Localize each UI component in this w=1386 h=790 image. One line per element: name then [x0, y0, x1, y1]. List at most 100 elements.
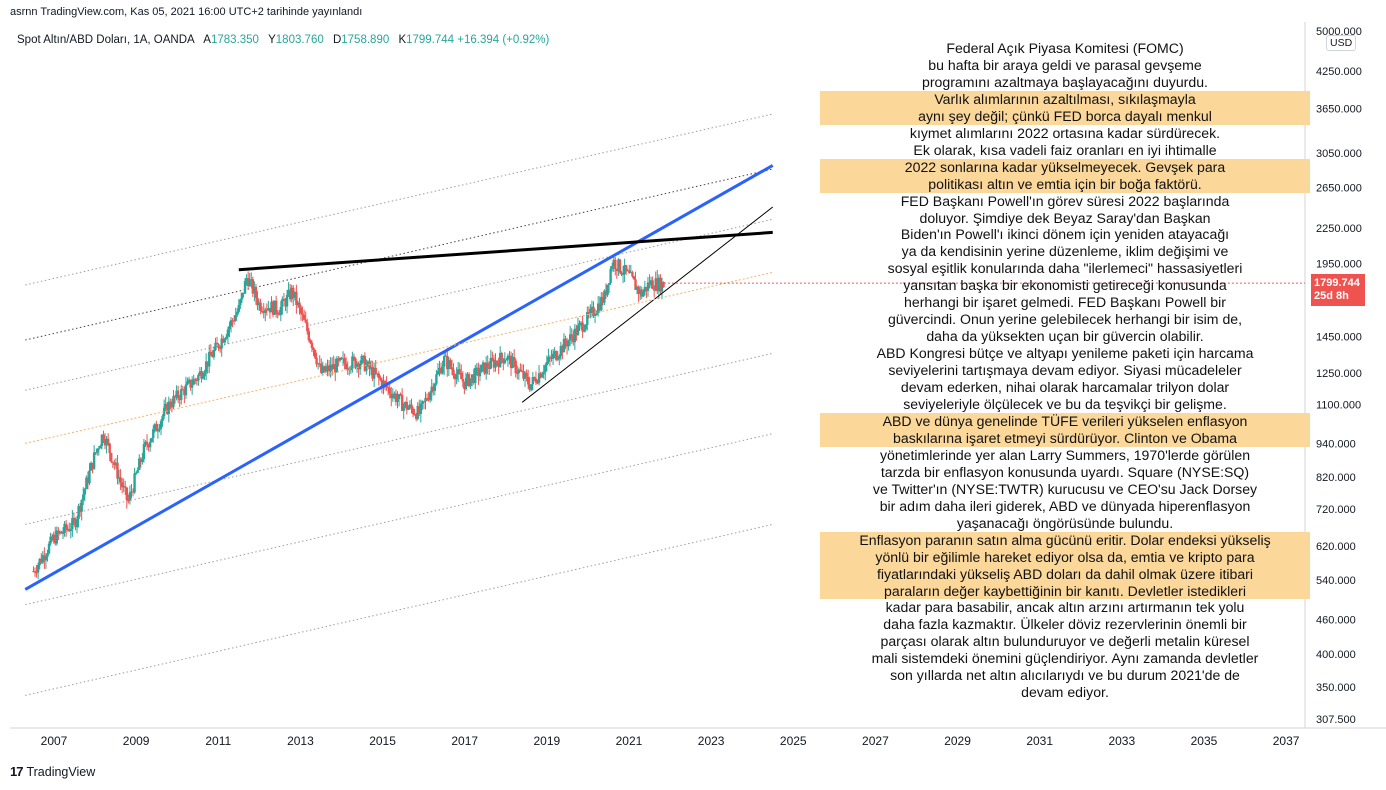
candle-body	[33, 571, 37, 573]
candle-body	[257, 302, 261, 306]
candle-body	[124, 486, 127, 488]
paragraph: FED Başkanı Powell'ın görev süresi 2022 …	[876, 192, 1254, 413]
candle-body	[236, 311, 239, 316]
time-tick-label: 2027	[862, 734, 889, 748]
candle-body	[170, 406, 174, 408]
time-tick-label: 2029	[944, 734, 971, 748]
candle-body	[346, 368, 349, 370]
resistance-line	[238, 230, 773, 272]
highlighted-paragraph: ABD ve dünya genelinde TÜFE verileri yük…	[820, 412, 1310, 447]
candle-body	[410, 404, 413, 409]
candle-body	[506, 355, 510, 360]
candle-body	[78, 506, 82, 512]
candle-body	[181, 389, 185, 391]
candle-body	[455, 374, 458, 380]
candle-body	[189, 379, 192, 388]
candle-body	[414, 414, 418, 419]
candle-body	[226, 329, 230, 337]
candle-body	[228, 326, 231, 330]
candle-body	[94, 452, 97, 454]
last-price: 1799.744	[1314, 277, 1360, 289]
candle-body	[273, 300, 276, 315]
candle-body	[489, 357, 493, 369]
candle-body	[245, 278, 248, 281]
candle-body	[127, 500, 130, 502]
candle-body	[534, 378, 538, 383]
paragraph: yönetimlerinde yer alan Larry Summers, 1…	[872, 446, 1258, 531]
low-label: D	[332, 34, 342, 46]
candle-body	[484, 362, 488, 374]
candle-body	[368, 361, 371, 370]
candle-body	[340, 357, 343, 359]
candle-body	[141, 459, 144, 462]
candle-body	[61, 532, 65, 534]
support-line	[521, 206, 774, 403]
candle-body	[530, 384, 533, 390]
candle-body	[660, 281, 664, 292]
price-chart[interactable]: 5000.0004250.0003650.0003050.0002650.000…	[0, 22, 1386, 756]
price-tick-label: 3650.000	[1316, 104, 1362, 116]
candle-body	[582, 329, 586, 332]
candle-body	[400, 395, 404, 411]
price-tick-label: 820.000	[1316, 472, 1356, 484]
candle-body	[173, 395, 177, 398]
time-axis[interactable]: 2007 2009 2011 2013 2015 2017 2019 2021 2023 2025…	[41, 734, 1300, 748]
candle-body	[635, 286, 639, 290]
price-tick-label: 4250.000	[1316, 66, 1362, 78]
candle-body	[542, 372, 545, 375]
price-tick-label: 620.000	[1316, 541, 1356, 553]
candle-body	[150, 438, 153, 442]
currency-button[interactable]: USD	[1326, 35, 1357, 51]
price-tick-label: 2250.000	[1316, 223, 1362, 235]
candle-body	[411, 408, 415, 415]
candle-body	[214, 342, 217, 350]
candle-body	[615, 269, 619, 272]
candle-body	[500, 352, 503, 359]
candle-body	[287, 289, 290, 296]
candle-body	[617, 259, 620, 272]
candle-body	[632, 276, 636, 280]
candle-body	[326, 365, 329, 369]
candle-body	[631, 272, 634, 277]
price-tick-label: 940.000	[1316, 438, 1356, 450]
candle-body	[203, 372, 206, 377]
candle-body	[640, 289, 643, 297]
candle-body	[522, 371, 525, 379]
candle-body	[662, 281, 665, 288]
symbol-legend: Spot Altın/ABD Doları, 1A, OANDA A1783.3…	[17, 34, 549, 46]
candle-body	[310, 342, 314, 348]
candle-body	[270, 301, 273, 313]
candle-body	[82, 494, 85, 500]
candle-body	[46, 553, 49, 557]
footer-brand[interactable]: 17 TradingView	[10, 764, 95, 779]
candle-body	[488, 368, 491, 370]
candle-body	[125, 487, 129, 501]
candle-body	[470, 374, 474, 379]
candle-body	[162, 407, 166, 417]
candle-body	[195, 379, 199, 381]
price-axis[interactable]: 5000.0004250.0003650.0003050.0002650.000…	[1316, 26, 1362, 726]
candle-body	[652, 289, 656, 291]
candle-body	[206, 361, 209, 367]
candle-body	[43, 555, 46, 561]
candle-body	[161, 416, 164, 422]
candle-body	[626, 270, 629, 272]
drawn-lines	[24, 164, 1305, 591]
candle-body	[564, 338, 567, 344]
candle-body	[120, 482, 124, 488]
candle-body	[309, 340, 312, 343]
candle-body	[651, 280, 654, 290]
candle-body	[595, 312, 598, 315]
candle-body	[568, 334, 572, 341]
candle-body	[624, 265, 628, 271]
candle-body	[466, 374, 469, 379]
candle-body	[148, 441, 152, 448]
candle-body	[536, 382, 539, 384]
candle-body	[321, 366, 325, 373]
candle-body	[337, 358, 340, 361]
candle-body	[606, 284, 609, 296]
price-tick-label: 400.000	[1316, 649, 1356, 661]
candle-body	[97, 448, 101, 450]
candle-body	[159, 421, 163, 429]
candle-body	[271, 301, 275, 315]
